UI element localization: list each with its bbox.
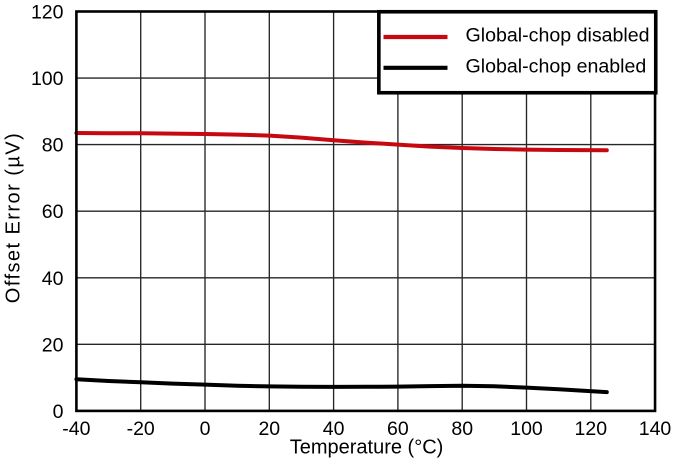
svg-text:60: 60 xyxy=(42,201,64,223)
svg-text:40: 40 xyxy=(42,268,64,290)
svg-text:80: 80 xyxy=(42,135,64,157)
svg-text:Temperature (°C): Temperature (°C) xyxy=(290,437,444,459)
svg-text:120: 120 xyxy=(575,418,608,440)
svg-text:100: 100 xyxy=(510,418,543,440)
svg-text:120: 120 xyxy=(31,2,64,24)
svg-text:60: 60 xyxy=(387,418,409,440)
svg-text:140: 140 xyxy=(639,418,672,440)
svg-text:Global-chop disabled: Global-chop disabled xyxy=(466,24,650,46)
svg-text:100: 100 xyxy=(31,68,64,90)
svg-text:Global-chop enabled: Global-chop enabled xyxy=(466,55,647,77)
svg-text:0: 0 xyxy=(53,401,64,423)
svg-text:80: 80 xyxy=(451,418,473,440)
svg-text:-20: -20 xyxy=(127,418,155,440)
svg-text:Offset Error (µV): Offset Error (µV) xyxy=(3,132,25,303)
svg-text:-40: -40 xyxy=(62,418,90,440)
svg-text:40: 40 xyxy=(323,418,345,440)
svg-text:20: 20 xyxy=(42,334,64,356)
svg-text:20: 20 xyxy=(258,418,280,440)
svg-text:0: 0 xyxy=(200,418,211,440)
